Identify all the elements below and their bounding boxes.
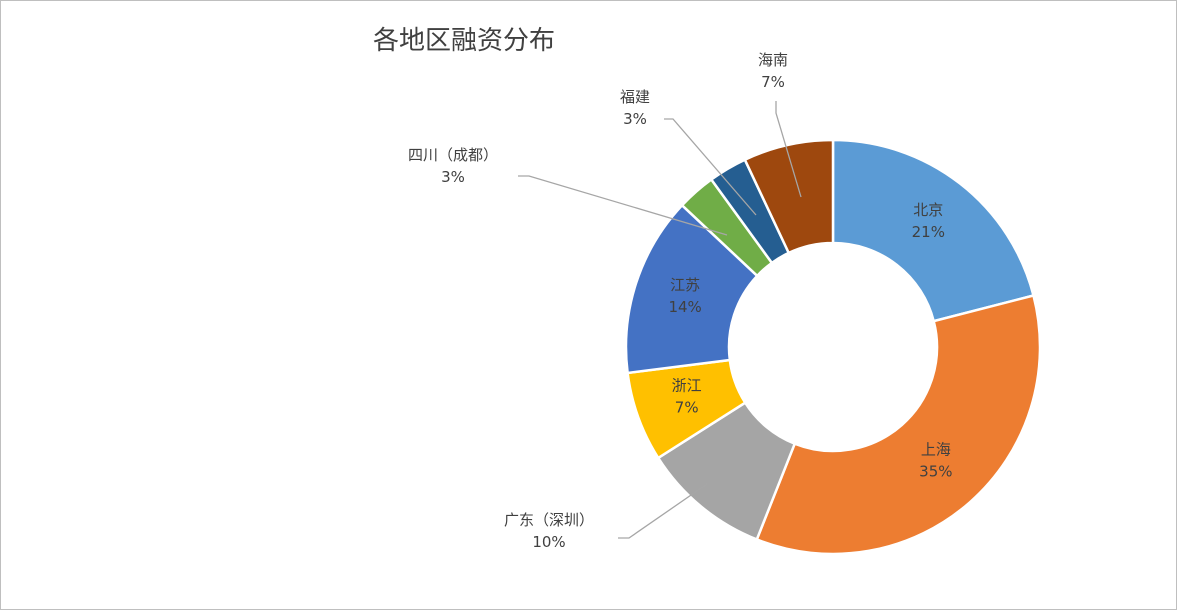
slice-shanghai (755, 293, 1042, 556)
slice-label-beijing: 北京 (913, 201, 943, 219)
slice-label-hainan: 海南 (758, 51, 788, 69)
leader-line-hainan (775, 101, 802, 198)
slice-jiangsu (624, 203, 759, 375)
slice-value-jiangsu: 14% (668, 298, 701, 316)
leader-line-guangdong-shenzhen (618, 483, 708, 539)
slice-value-hainan: 7% (761, 73, 785, 91)
leader-line-sichuan-chengdu (518, 175, 728, 236)
slice-value-sichuan-chengdu: 3% (441, 168, 465, 186)
slice-value-beijing: 21% (912, 223, 945, 241)
slice-label-sichuan-chengdu: 四川（成都） (408, 146, 498, 164)
slice-label-zhejiang: 浙江 (672, 377, 702, 395)
leader-lines-group (518, 101, 802, 539)
leader-line-fujian (664, 118, 757, 216)
chart-title: 各地区融资分布 (373, 26, 555, 56)
slice-label-shanghai: 上海 (921, 441, 951, 459)
slice-value-shanghai: 35% (919, 463, 952, 481)
slice-value-fujian: 3% (623, 110, 647, 128)
slice-value-zhejiang: 7% (675, 399, 699, 417)
slice-beijing (831, 138, 1036, 323)
slice-label-fujian: 福建 (620, 88, 650, 106)
slice-label-guangdong-shenzhen: 广东（深圳） (504, 511, 594, 529)
slice-value-guangdong-shenzhen: 10% (532, 533, 565, 551)
slice-hainan (743, 138, 835, 255)
slice-label-jiangsu: 江苏 (670, 276, 700, 294)
slice-labels-group: 北京 21% 上海 35% 广东（深圳） 10% 浙江 7% 江苏 14% 四川（成都） 3% 福建 3%… (408, 51, 953, 551)
slices-group (624, 138, 1042, 556)
